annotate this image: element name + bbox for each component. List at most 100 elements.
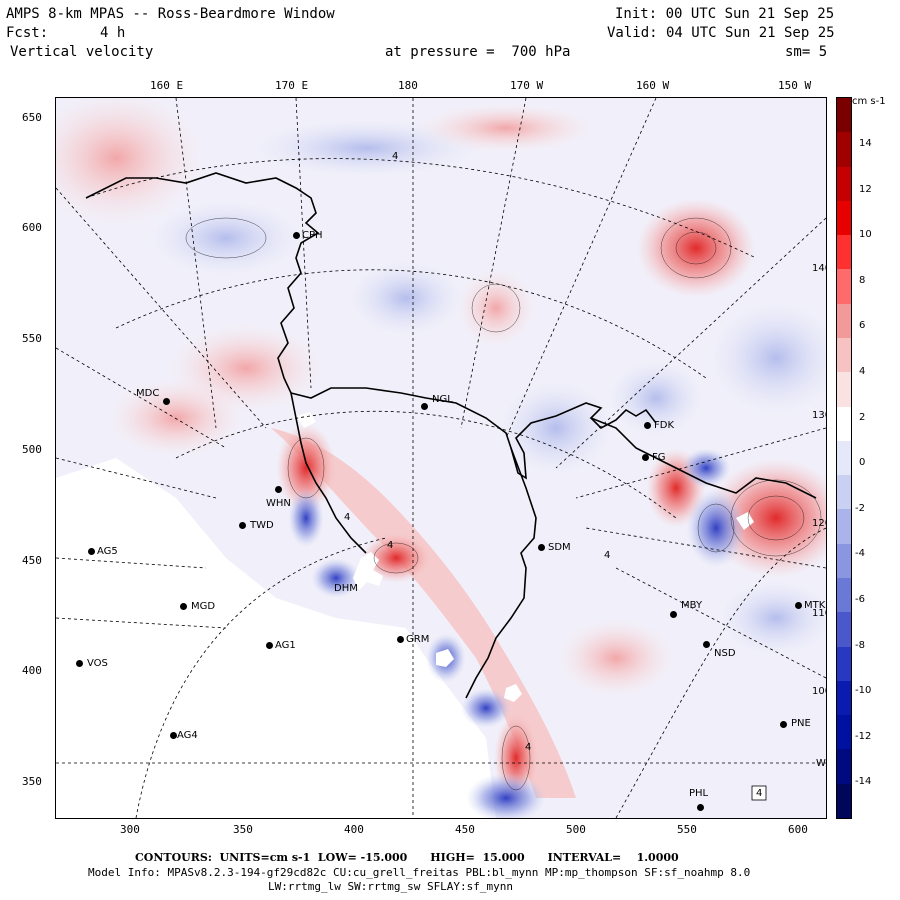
y-axis-label: 550 <box>22 332 42 345</box>
station-marker <box>88 548 95 555</box>
colorbar-tick-label: -2 <box>855 502 865 514</box>
station-label: MTK <box>804 600 826 611</box>
right-lon-label: 100 W <box>812 686 826 697</box>
terrain-mask <box>296 412 316 428</box>
colorbar-units: cm s-1 <box>852 96 886 107</box>
station-marker <box>703 641 710 648</box>
colorbar-segment <box>837 612 851 648</box>
top-lon-label: 170 E <box>275 79 309 92</box>
colorbar-segment <box>837 783 851 819</box>
station-label: AG5 <box>97 546 118 557</box>
right-lon-label: 130 W <box>812 410 826 421</box>
field-blob <box>716 578 826 658</box>
colorbar-tick-label: -12 <box>855 730 872 742</box>
station-marker <box>293 232 300 239</box>
station-label: NGL <box>432 394 453 405</box>
colorbar-tick-label: 12 <box>859 183 872 195</box>
colorbar-segment <box>837 132 851 168</box>
colorbar-segment <box>837 475 851 510</box>
contour-lines <box>185 217 822 791</box>
colorbar-segment <box>837 406 851 442</box>
colorbar-tick-label: 6 <box>859 320 866 332</box>
y-axis-label: 500 <box>22 443 42 456</box>
pressure-level: at pressure = 700 hPa <box>385 44 571 60</box>
map-title: AMPS 8-km MPAS -- Ross-Beardmore Window <box>6 6 335 22</box>
station-marker <box>795 602 802 609</box>
colorbar-segment <box>837 578 851 613</box>
station-label: AG1 <box>275 640 296 651</box>
colorbar-tick-label: -10 <box>855 685 872 697</box>
station-label: GRM <box>406 634 430 645</box>
station-marker <box>644 422 651 429</box>
field-blob <box>681 448 731 488</box>
colorbar-tick-label: 8 <box>859 274 866 286</box>
x-axis-label: 300 <box>120 823 140 836</box>
colorbar-tick-label: -6 <box>855 594 865 605</box>
init-time: Init: 00 UTC Sun 21 Sep 25 <box>615 6 835 22</box>
station-marker <box>780 721 787 728</box>
map-field-svg <box>56 98 826 818</box>
contour-label: 4 <box>604 550 611 561</box>
colorbar-tick-label: -14 <box>855 776 872 788</box>
colorbar-segment <box>837 303 851 339</box>
station-label: MDC <box>136 388 160 399</box>
valid-time: Valid: 04 UTC Sun 21 Sep 25 <box>607 25 835 41</box>
top-lon-label: 150 W <box>778 79 812 92</box>
station-label: VOS <box>87 658 108 669</box>
station-marker <box>642 454 649 461</box>
contour-label: 4 <box>392 151 399 162</box>
station-label: TWD <box>250 520 274 531</box>
colorbar-segment <box>837 166 851 202</box>
field-blob <box>706 298 826 418</box>
field-blob <box>461 688 511 728</box>
field-blob <box>416 103 596 153</box>
station-label: FG <box>652 452 666 463</box>
colorbar-segment <box>837 372 851 408</box>
field-blob <box>466 773 546 818</box>
colorbar-segment <box>837 543 851 579</box>
station-marker <box>697 804 704 811</box>
smoothing-value: sm= 5 <box>785 44 828 60</box>
colorbar-tick-label: 0 <box>859 457 866 469</box>
contour-label: 4 <box>756 788 763 799</box>
field-blob <box>288 488 324 548</box>
station-marker <box>239 522 246 529</box>
x-axis-label: 450 <box>455 823 475 836</box>
right-lon-label: 110 W <box>812 608 826 619</box>
station-marker <box>163 398 170 405</box>
station-label: FDK <box>654 420 675 431</box>
field-blob <box>456 268 536 348</box>
station-marker <box>76 660 83 667</box>
colorbar-segment <box>837 749 851 785</box>
forecast-hour: 4 h <box>100 25 126 41</box>
field-blob <box>361 533 431 583</box>
station-marker <box>180 603 187 610</box>
terrain-mask <box>436 649 454 667</box>
colorbar-segment <box>837 680 851 716</box>
station-marker <box>670 611 677 618</box>
contours-info: CONTOURS: UNITS=cm s-1 LOW= -15.000 HIGH… <box>135 851 679 864</box>
x-axis-label: 600 <box>788 823 808 836</box>
contour-label: 4 <box>525 742 532 753</box>
contour-label: 4 <box>387 540 394 551</box>
station-marker <box>275 486 282 493</box>
colorbar-segment <box>837 235 851 270</box>
top-lon-label: 180 <box>398 79 418 92</box>
station-marker <box>170 732 177 739</box>
station-label: WHN <box>266 498 291 509</box>
y-axis-label: 650 <box>22 111 42 124</box>
field-blob <box>311 558 361 598</box>
field-blob <box>146 198 306 278</box>
colorbar-segment <box>837 269 851 305</box>
right-lon-label: 120 W <box>812 518 826 529</box>
right-lon-label: W <box>816 758 826 769</box>
colorbar-segment <box>837 646 851 682</box>
colorbar-tick-label: 4 <box>859 366 866 377</box>
colorbar-segment <box>837 440 851 476</box>
x-axis-label: 500 <box>566 823 586 836</box>
station-marker <box>421 403 428 410</box>
model-info: Model Info: MPASv8.2.3-194-gf29cd82c CU:… <box>88 866 751 879</box>
field-blob <box>636 198 756 298</box>
station-marker <box>538 544 545 551</box>
coastline <box>85 172 817 699</box>
